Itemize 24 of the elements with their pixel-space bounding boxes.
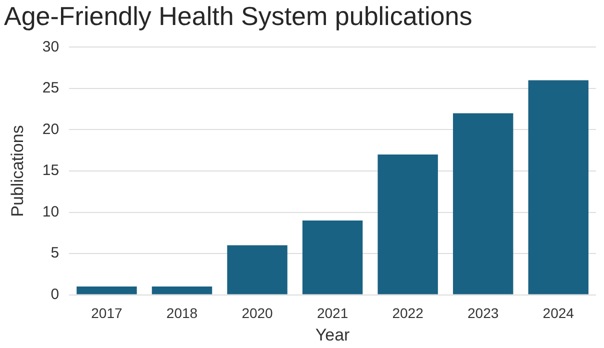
y-tick-label: 25 bbox=[42, 80, 60, 97]
bar bbox=[76, 286, 137, 294]
x-tick-label: 2023 bbox=[468, 305, 499, 322]
x-tick-label: 2024 bbox=[542, 305, 574, 322]
x-tick-label: 2018 bbox=[166, 305, 198, 322]
y-tick-label: 10 bbox=[42, 203, 60, 220]
bar bbox=[227, 245, 288, 294]
y-tick-label: 15 bbox=[42, 162, 60, 180]
bar bbox=[302, 220, 363, 294]
y-tick-label: 0 bbox=[50, 286, 60, 303]
bar bbox=[528, 80, 588, 294]
bar bbox=[378, 154, 438, 294]
x-tick-label: 2022 bbox=[392, 305, 424, 322]
y-axis-title: Publications bbox=[8, 125, 27, 217]
bar bbox=[452, 113, 514, 294]
bar bbox=[152, 286, 212, 294]
y-tick-label: 5 bbox=[50, 244, 60, 262]
x-tick-label: 2021 bbox=[316, 305, 348, 322]
chart-title: Age-Friendly Health System publications bbox=[4, 0, 472, 31]
y-tick-label: 30 bbox=[42, 38, 60, 56]
x-tick-label: 2020 bbox=[242, 305, 274, 322]
x-axis-title: Year bbox=[315, 325, 350, 344]
x-tick-label: 2017 bbox=[91, 305, 122, 322]
y-tick-label: 20 bbox=[42, 120, 60, 138]
